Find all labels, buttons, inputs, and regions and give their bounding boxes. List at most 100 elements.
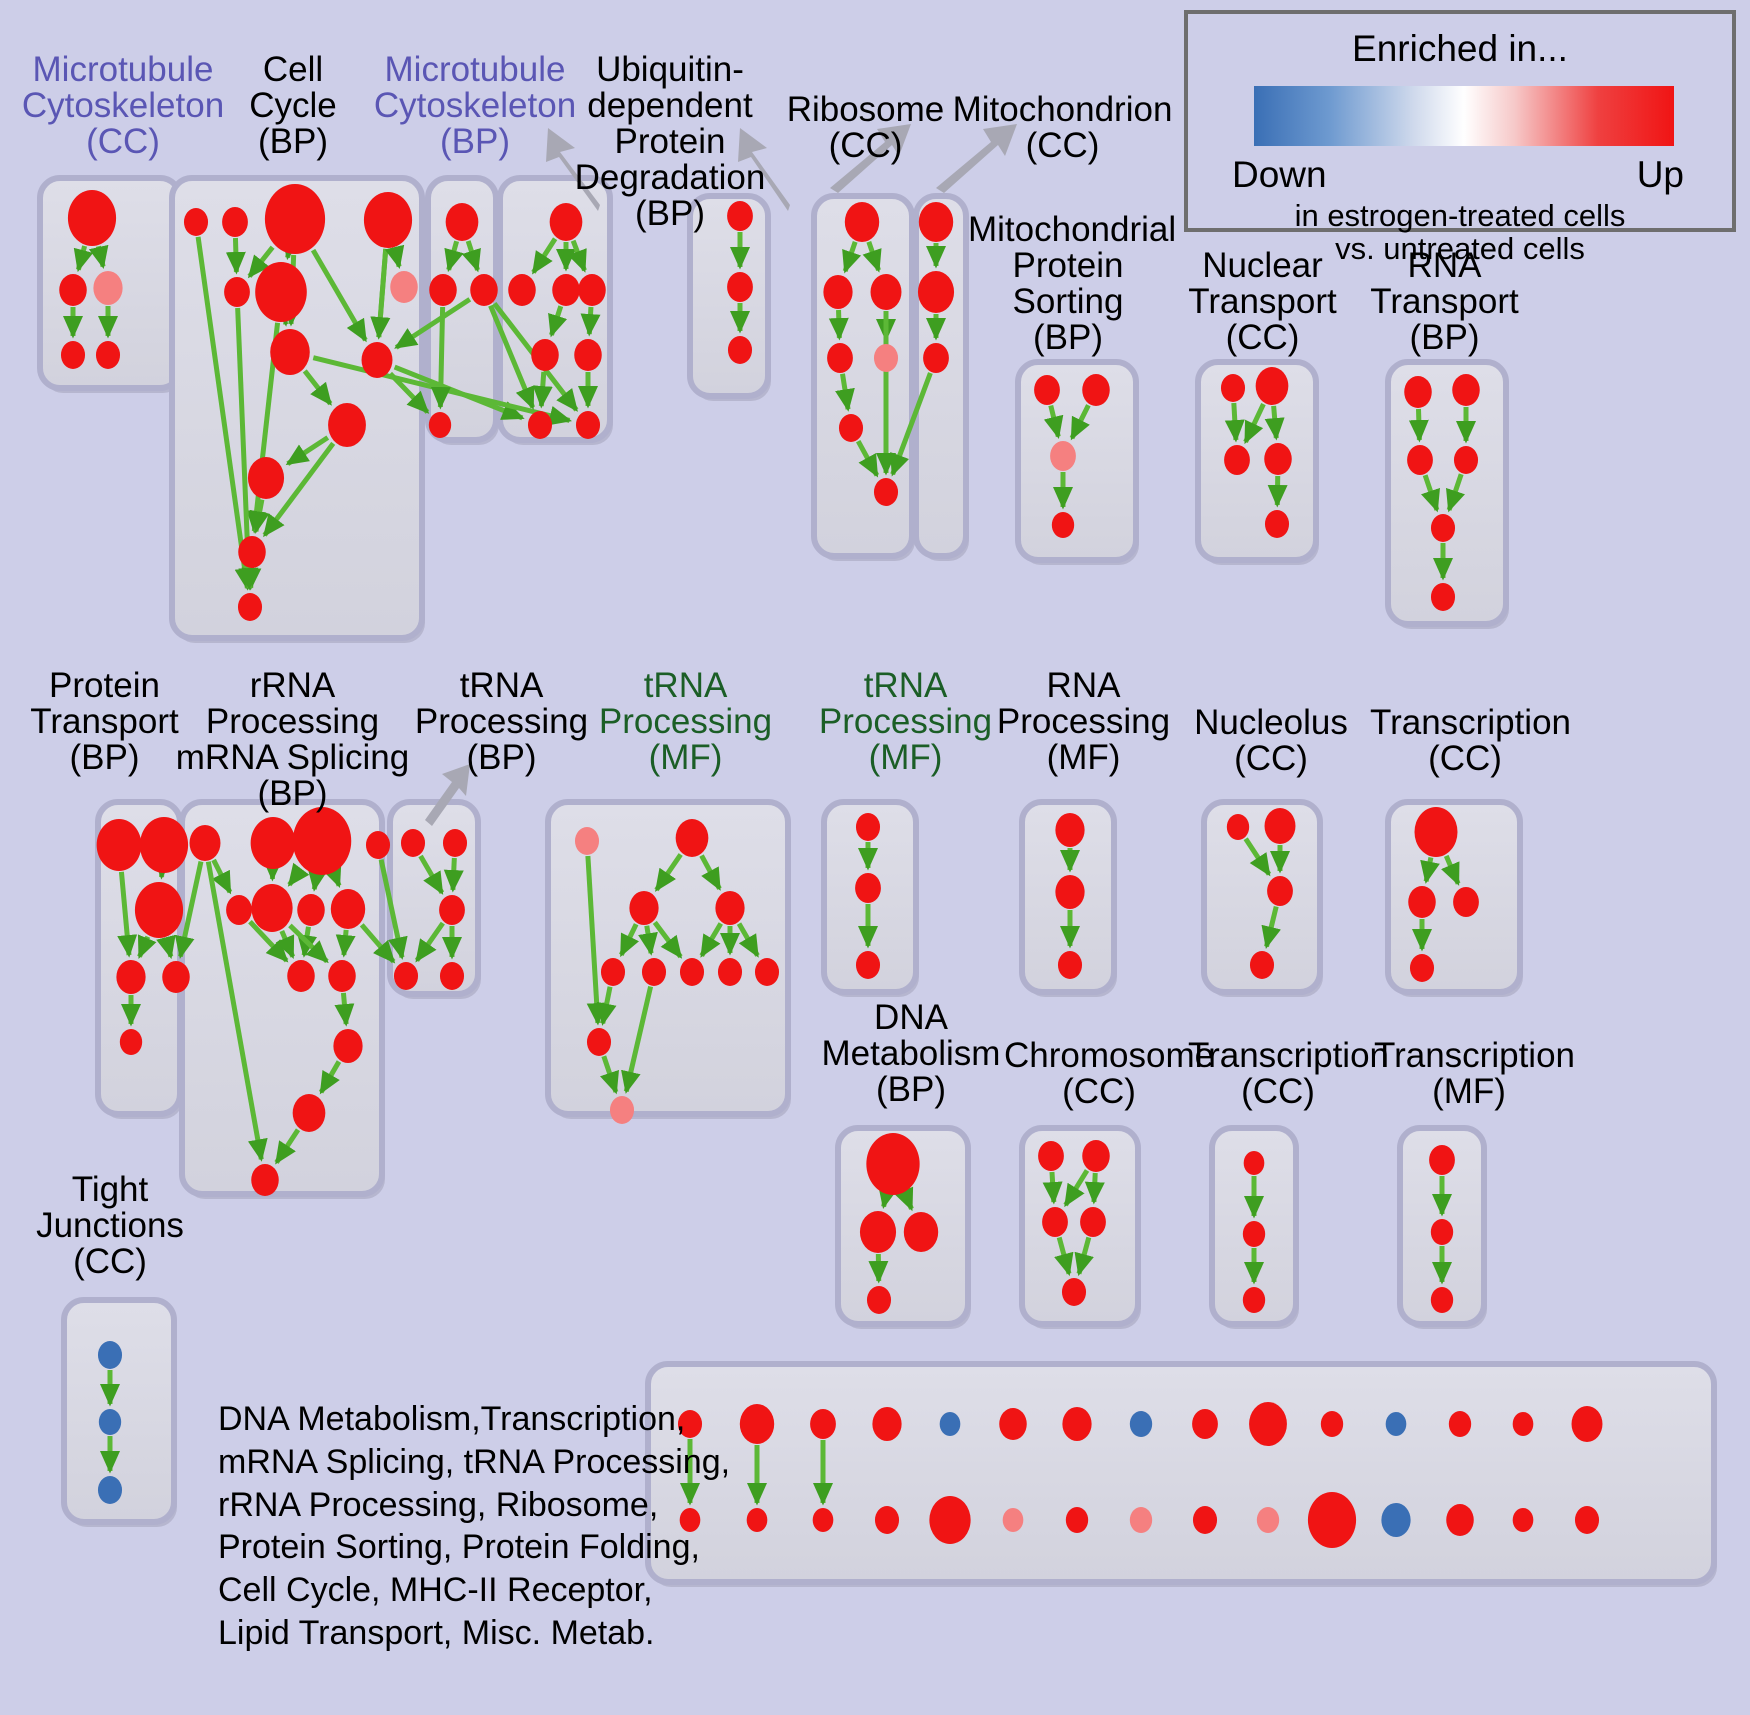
go-term-node[interactable]: [679, 1508, 701, 1532]
go-term-node[interactable]: [939, 1412, 961, 1436]
go-term-node[interactable]: [292, 1094, 326, 1132]
go-term-node[interactable]: [328, 403, 366, 447]
go-term-node[interactable]: [238, 536, 266, 568]
go-term-node[interactable]: [470, 274, 498, 306]
go-term-node[interactable]: [1226, 814, 1250, 840]
go-term-node[interactable]: [508, 274, 536, 306]
go-term-node[interactable]: [866, 1286, 892, 1314]
go-term-node[interactable]: [1512, 1508, 1534, 1532]
go-term-node[interactable]: [97, 1341, 123, 1369]
go-term-node[interactable]: [390, 271, 418, 303]
go-term-node[interactable]: [746, 1508, 768, 1532]
go-term-node[interactable]: [574, 339, 602, 371]
go-term-node[interactable]: [873, 478, 899, 506]
go-term-node[interactable]: [189, 825, 221, 861]
go-term-node[interactable]: [1002, 1508, 1024, 1532]
go-term-node[interactable]: [119, 1029, 143, 1055]
go-term-node[interactable]: [1430, 583, 1456, 611]
go-term-node[interactable]: [183, 208, 209, 236]
go-term-node[interactable]: [1192, 1506, 1218, 1534]
go-term-node[interactable]: [870, 274, 902, 310]
go-term-node[interactable]: [247, 457, 285, 499]
go-term-node[interactable]: [428, 412, 452, 438]
go-term-node[interactable]: [1574, 1506, 1600, 1534]
go-term-node[interactable]: [838, 414, 864, 442]
go-term-node[interactable]: [810, 1409, 836, 1439]
go-term-node[interactable]: [1267, 876, 1293, 906]
go-term-node[interactable]: [250, 817, 296, 869]
go-term-node[interactable]: [1224, 445, 1250, 475]
go-term-node[interactable]: [1448, 1411, 1472, 1437]
go-term-node[interactable]: [251, 1164, 279, 1196]
go-term-node[interactable]: [1446, 1504, 1474, 1536]
go-term-node[interactable]: [251, 884, 293, 932]
go-term-node[interactable]: [1129, 1411, 1153, 1437]
go-term-node[interactable]: [715, 891, 745, 925]
go-term-node[interactable]: [823, 275, 853, 309]
go-term-node[interactable]: [929, 1496, 971, 1544]
go-term-node[interactable]: [1430, 1287, 1454, 1313]
go-term-node[interactable]: [224, 277, 250, 307]
go-term-node[interactable]: [1453, 446, 1479, 474]
go-term-node[interactable]: [574, 827, 600, 855]
go-term-node[interactable]: [675, 819, 709, 857]
go-term-node[interactable]: [872, 1407, 902, 1441]
go-term-node[interactable]: [1407, 445, 1433, 475]
go-term-node[interactable]: [1082, 374, 1110, 406]
go-term-node[interactable]: [439, 962, 465, 990]
go-term-node[interactable]: [874, 1506, 900, 1534]
go-term-node[interactable]: [1220, 374, 1246, 402]
go-term-node[interactable]: [727, 272, 753, 302]
go-term-node[interactable]: [527, 411, 553, 439]
go-term-node[interactable]: [1243, 1151, 1265, 1175]
go-term-node[interactable]: [162, 961, 190, 993]
go-term-node[interactable]: [445, 203, 479, 241]
go-term-node[interactable]: [549, 203, 583, 241]
go-term-node[interactable]: [287, 960, 315, 992]
go-term-node[interactable]: [270, 329, 310, 375]
go-term-node[interactable]: [531, 339, 559, 371]
go-term-node[interactable]: [859, 1211, 897, 1253]
go-term-node[interactable]: [226, 895, 252, 925]
go-term-node[interactable]: [1264, 510, 1290, 538]
go-term-node[interactable]: [330, 889, 366, 929]
go-term-node[interactable]: [59, 274, 87, 306]
go-term-node[interactable]: [1242, 1221, 1266, 1247]
go-term-node[interactable]: [1408, 886, 1436, 918]
go-term-node[interactable]: [1055, 813, 1085, 847]
go-term-node[interactable]: [727, 336, 753, 364]
go-term-node[interactable]: [393, 962, 419, 990]
go-term-node[interactable]: [717, 958, 743, 986]
go-term-node[interactable]: [1264, 443, 1292, 475]
go-term-node[interactable]: [855, 951, 881, 979]
go-term-node[interactable]: [1051, 512, 1075, 538]
go-term-node[interactable]: [844, 202, 880, 242]
go-term-node[interactable]: [641, 958, 667, 986]
go-term-node[interactable]: [264, 184, 326, 254]
go-term-node[interactable]: [1057, 951, 1083, 979]
go-term-node[interactable]: [98, 1409, 122, 1435]
go-term-node[interactable]: [1082, 1140, 1110, 1172]
go-term-node[interactable]: [679, 958, 705, 986]
go-term-node[interactable]: [97, 1476, 123, 1504]
go-term-node[interactable]: [1430, 514, 1456, 542]
go-term-node[interactable]: [429, 274, 457, 306]
go-term-node[interactable]: [754, 958, 780, 986]
go-term-node[interactable]: [903, 1212, 939, 1252]
go-term-node[interactable]: [739, 1404, 775, 1444]
go-term-node[interactable]: [1307, 1492, 1357, 1548]
go-term-node[interactable]: [999, 1408, 1027, 1440]
go-term-node[interactable]: [139, 817, 189, 873]
go-term-node[interactable]: [1061, 1278, 1087, 1306]
go-term-node[interactable]: [1453, 887, 1479, 917]
go-term-node[interactable]: [292, 807, 352, 875]
go-term-node[interactable]: [1255, 367, 1289, 405]
go-term-node[interactable]: [727, 201, 753, 231]
go-term-node[interactable]: [363, 192, 413, 248]
go-term-node[interactable]: [1571, 1406, 1603, 1442]
go-term-node[interactable]: [1452, 374, 1480, 406]
go-term-node[interactable]: [1256, 1507, 1280, 1533]
go-term-node[interactable]: [93, 271, 123, 305]
go-term-node[interactable]: [1429, 1145, 1455, 1175]
go-term-node[interactable]: [237, 593, 263, 621]
